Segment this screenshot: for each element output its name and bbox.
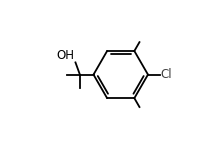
Text: OH: OH bbox=[57, 49, 75, 62]
Text: Cl: Cl bbox=[160, 68, 172, 81]
